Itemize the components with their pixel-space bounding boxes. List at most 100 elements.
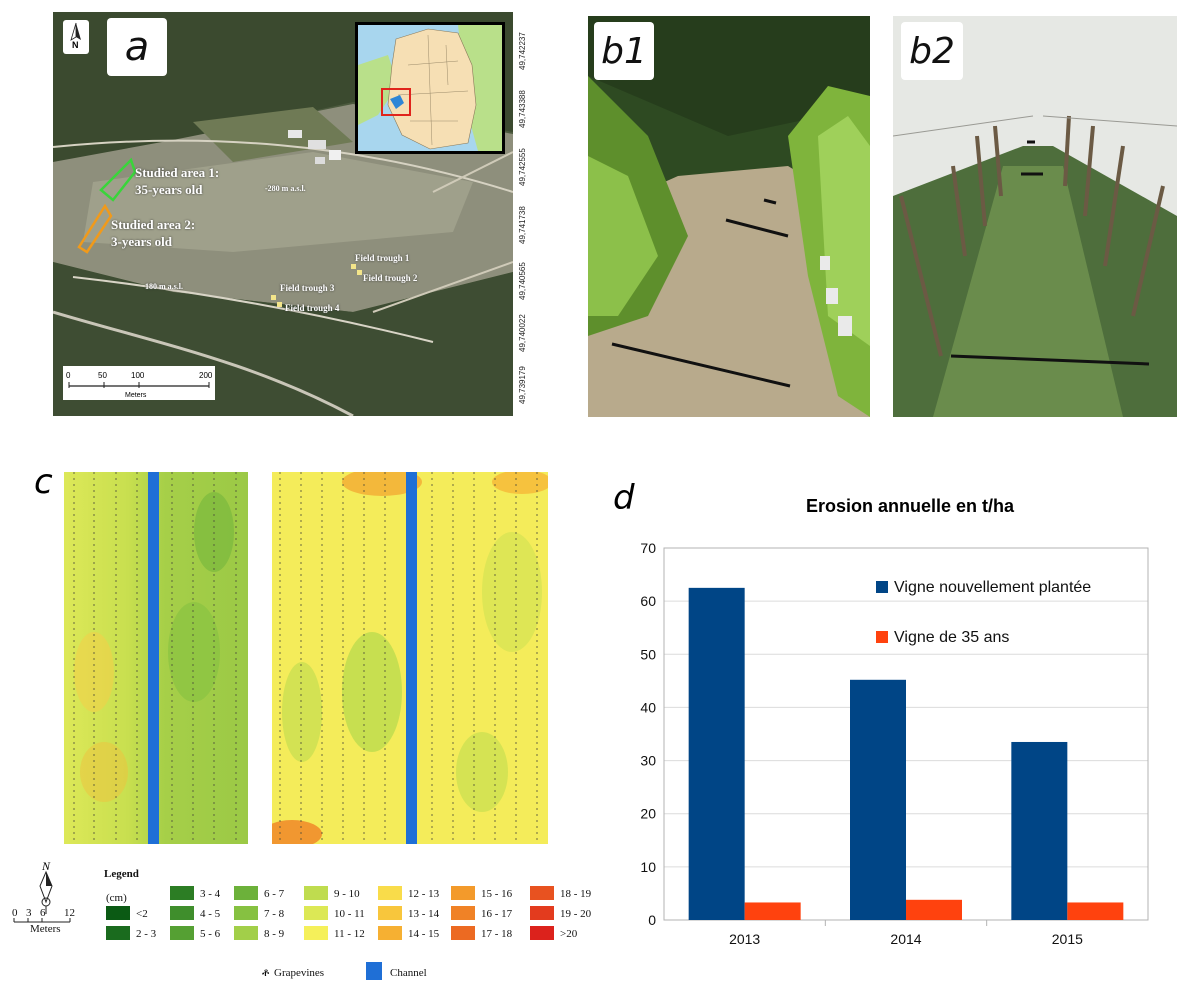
compass-icon: N [39, 859, 53, 914]
north-arrow: N [63, 20, 89, 54]
legend-swatch [106, 906, 130, 920]
legend-scale-bar: 0 3 6 12 Meters [12, 907, 75, 935]
legend-class-label: 17 - 18 [481, 928, 513, 940]
coord-label-7: 49,739179 [518, 366, 527, 404]
inset-map [355, 22, 505, 154]
legend-marker [876, 631, 888, 643]
north-label: N [72, 40, 79, 50]
panel-a-map: N a Studied area 1: 35-years old Studied… [53, 12, 513, 416]
legend-class-label: 19 - 20 [560, 908, 592, 920]
legend-class-label: 4 - 5 [200, 908, 221, 920]
legend-scale-tick-3: 3 [26, 907, 32, 919]
grapevine-legend-item: ቶ Grapevines [262, 966, 324, 979]
coord-label-3: 49,742555 [518, 148, 527, 186]
legend-label: Vigne nouvellement plantée [894, 579, 1091, 596]
legend-swatch [234, 886, 258, 900]
legend-swatch [451, 906, 475, 920]
legend-scale-unit: Meters [30, 923, 61, 935]
field-trough-1-label: Field trough 1 [355, 253, 410, 263]
chart-legend: Vigne nouvellement plantée Vigne de 35 an… [876, 579, 1091, 646]
scale-tick-200: 200 [199, 371, 213, 380]
legend-class-label: 10 - 11 [334, 908, 365, 920]
y-tick-label: 0 [648, 912, 656, 928]
x-tick-label: 2013 [729, 931, 760, 947]
legend-label: Vigne de 35 ans [894, 629, 1009, 646]
panel-letter-d: d [613, 478, 635, 518]
scale-tick-0: 0 [66, 371, 71, 380]
legend-swatch [234, 906, 258, 920]
field-trough-3-label: Field trough 3 [280, 283, 335, 293]
panel-b1-photo: b1 [588, 16, 870, 417]
x-tick-label: 2015 [1052, 931, 1083, 947]
legend-class-label: 8 - 9 [264, 928, 285, 940]
channel-legend-item: Channel [366, 962, 427, 980]
legend-swatch [170, 926, 194, 940]
legend-scale-tick-0: 0 [12, 907, 18, 919]
area1-label-line1: Studied area 1: [135, 165, 220, 180]
chart-bars [688, 587, 1124, 920]
coord-label-5: 49,740565 [518, 262, 527, 300]
area2-label-line1: Studied area 2: [111, 217, 196, 232]
scale-bar-graphic: 0 50 100 200 Meters [66, 371, 213, 399]
y-tick-label: 40 [640, 699, 656, 715]
coord-label-1: 49,742237 [518, 32, 527, 70]
legend-swatch [378, 906, 402, 920]
bar-nouvellement-plantee-2013 [688, 587, 745, 920]
legend-swatch [451, 926, 475, 940]
erosion-raster-3-years [272, 472, 548, 844]
legend-class-label: 12 - 13 [408, 888, 440, 900]
legend-class-label: 18 - 19 [560, 888, 592, 900]
panel-letter-c: c [34, 462, 53, 502]
legend-swatch [170, 886, 194, 900]
bar-35-ans-2015 [1067, 902, 1124, 920]
legend-class-label: 11 - 12 [334, 928, 365, 940]
chart-x-axis: 2013 2014 2015 [729, 920, 1083, 947]
legend-channel-label: Channel [390, 967, 427, 979]
legend-class-label: 9 - 10 [334, 888, 360, 900]
y-tick-label: 70 [640, 540, 656, 556]
y-tick-label: 20 [640, 806, 656, 822]
legend-class-label: >20 [560, 928, 578, 940]
chart-title: Erosion annuelle en t/ha [805, 496, 1015, 516]
erosion-map-old-vineyard [64, 472, 248, 844]
legend-class-label: 16 - 17 [481, 908, 513, 920]
legend-class-label: 5 - 6 [200, 928, 221, 940]
legend-swatch [530, 906, 554, 920]
panel-letter-b1: b1 [594, 22, 654, 80]
legend-class-label: 3 - 4 [200, 888, 221, 900]
bar-35-ans-2014 [906, 899, 962, 920]
legend-class-label: 14 - 15 [408, 928, 440, 940]
north-arrow-icon [70, 22, 81, 41]
coord-label-4: 49,741738 [518, 206, 527, 244]
bar-35-ans-2013 [744, 902, 801, 920]
area2-label-line2: 3-years old [111, 234, 173, 249]
erosion-map-young-vineyard [272, 472, 548, 844]
building-cluster [288, 130, 341, 164]
studied-area-1-outline [99, 157, 137, 202]
channel-swatch [366, 962, 382, 980]
coord-label-6: 49,740022 [518, 314, 527, 352]
panel-b2-photo: b2 [893, 16, 1177, 417]
panel-letter-a: a [107, 18, 167, 76]
panel-letter-b2: b2 [901, 22, 963, 80]
bar-nouvellement-plantee-2015 [1011, 741, 1068, 920]
legend-class-label: 2 - 3 [136, 928, 157, 940]
coord-label-2: 49,743388 [518, 90, 527, 128]
legend-swatch [530, 886, 554, 900]
vineyard-photo-old [893, 16, 1177, 417]
legend-swatch [170, 906, 194, 920]
legend-swatch [451, 886, 475, 900]
legend-graphic: N 0 3 6 12 Meters Legend (cm) <2 2 - 3 3 -… [12, 859, 592, 980]
legend-swatch [234, 926, 258, 940]
field-trough-2-label: Field trough 2 [363, 273, 418, 283]
grapevine-icon: ቶ [262, 966, 270, 979]
legend-grapevines-label: Grapevines [274, 967, 324, 979]
vineyard-photo-young [588, 16, 870, 417]
y-tick-label: 10 [640, 859, 656, 875]
legend-class-label: 6 - 7 [264, 888, 285, 900]
legend-swatch [304, 886, 328, 900]
scale-tick-50: 50 [98, 371, 107, 380]
erosion-bar-chart: 0 10 20 30 40 50 60 70 2013 2014 2015 Vigne nouve… [640, 540, 1149, 947]
erosion-legend: N 0 3 6 12 Meters Legend (cm) <2 2 - 3 3 -… [0, 856, 620, 983]
inset-map-germany [358, 25, 502, 151]
